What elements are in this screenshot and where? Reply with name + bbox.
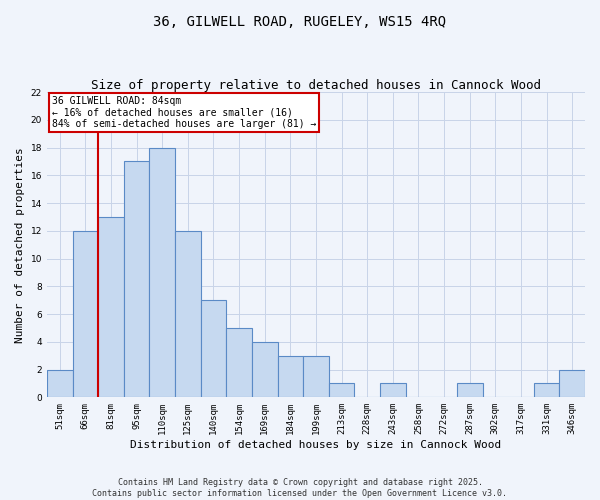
Bar	[380, 384, 406, 398]
Bar	[200, 300, 226, 398]
X-axis label: Distribution of detached houses by size in Cannock Wood: Distribution of detached houses by size …	[130, 440, 502, 450]
Bar	[303, 356, 329, 398]
Bar	[278, 356, 303, 398]
Bar	[124, 162, 149, 398]
Title: Size of property relative to detached houses in Cannock Wood: Size of property relative to detached ho…	[91, 79, 541, 92]
Bar	[534, 384, 559, 398]
Text: Contains HM Land Registry data © Crown copyright and database right 2025.
Contai: Contains HM Land Registry data © Crown c…	[92, 478, 508, 498]
Bar	[329, 384, 355, 398]
Bar	[559, 370, 585, 398]
Bar	[226, 328, 252, 398]
Bar	[252, 342, 278, 398]
Text: 36, GILWELL ROAD, RUGELEY, WS15 4RQ: 36, GILWELL ROAD, RUGELEY, WS15 4RQ	[154, 15, 446, 29]
Bar	[149, 148, 175, 398]
Bar	[98, 217, 124, 398]
Bar	[73, 231, 98, 398]
Bar	[457, 384, 482, 398]
Text: 36 GILWELL ROAD: 84sqm
← 16% of detached houses are smaller (16)
84% of semi-det: 36 GILWELL ROAD: 84sqm ← 16% of detached…	[52, 96, 316, 130]
Bar	[175, 231, 200, 398]
Bar	[47, 370, 73, 398]
Y-axis label: Number of detached properties: Number of detached properties	[15, 147, 25, 342]
